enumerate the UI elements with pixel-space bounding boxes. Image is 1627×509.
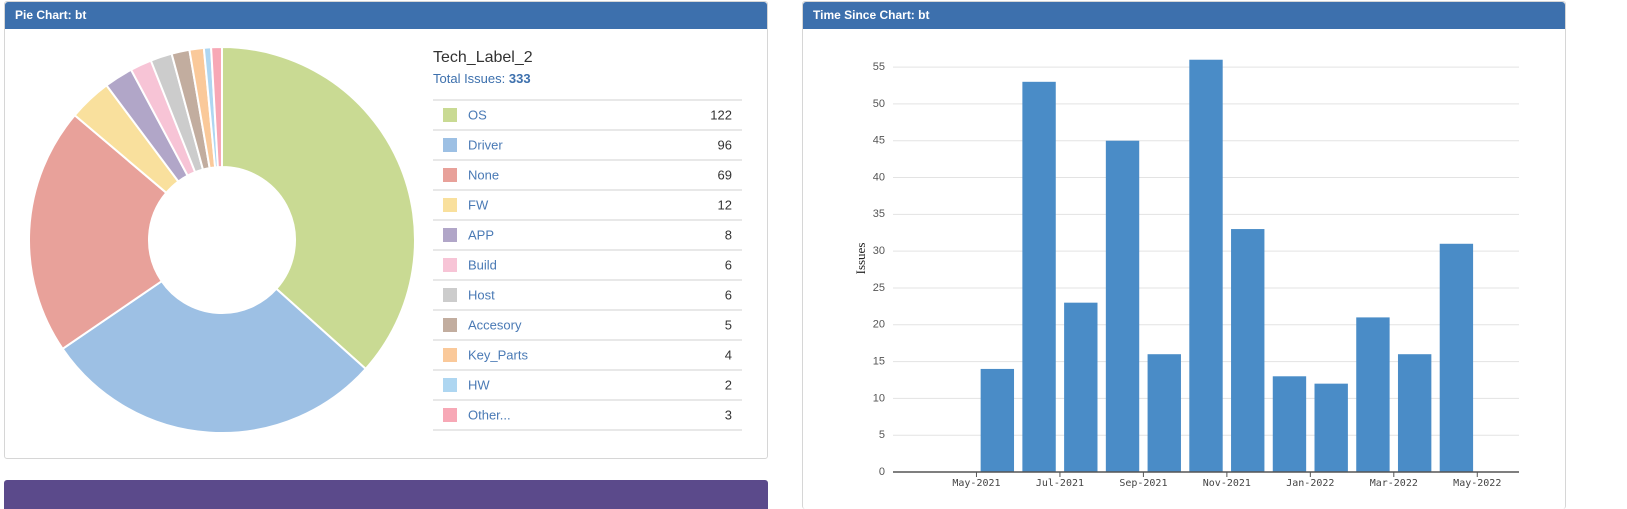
collapsed-panel-header <box>4 480 768 509</box>
legend-swatch <box>443 378 457 392</box>
legend-value: 8 <box>725 227 732 242</box>
panel-header: Pie Chart: bt <box>5 2 767 29</box>
legend-swatch <box>443 198 457 212</box>
total-label-text: Total Issues: <box>433 71 505 86</box>
legend-value: 122 <box>710 107 732 122</box>
legend-label: APP <box>468 227 494 242</box>
total-label: Total Issues: 333 <box>433 71 531 86</box>
pie-chart: Tech_Label_2 Total Issues: 333 OS 122Driv… <box>28 45 742 434</box>
legend-label: HW <box>468 377 490 392</box>
legend-value: 96 <box>718 137 732 152</box>
legend-value: 4 <box>725 347 732 362</box>
legend-swatch <box>443 258 457 272</box>
legend-swatch <box>443 348 457 362</box>
legend-swatch <box>443 168 457 182</box>
legend-value: 6 <box>725 257 732 272</box>
pie-slice <box>28 113 168 351</box>
bar-panel: Time Since Chart: bt <box>802 1 1566 509</box>
legend-label: Host <box>468 287 495 302</box>
legend-swatch <box>443 408 457 422</box>
legend-swatch <box>443 108 457 122</box>
legend-value: 6 <box>725 287 732 302</box>
legend-label: None <box>468 167 499 182</box>
legend-value: 69 <box>718 167 732 182</box>
pie-slice <box>221 45 416 371</box>
legend-swatch <box>443 228 457 242</box>
legend-label: FW <box>468 197 489 212</box>
legend-value: 12 <box>718 197 732 212</box>
legend-label: Other... <box>468 407 511 422</box>
pie-slice <box>210 45 223 169</box>
legend-value: 5 <box>725 317 732 332</box>
pie-slice <box>61 279 368 434</box>
legend-swatch <box>443 138 457 152</box>
legend-label: Accesory <box>468 317 522 332</box>
legend-label: Key_Parts <box>468 347 528 362</box>
legend-label: OS <box>468 107 487 122</box>
legend-value: 3 <box>725 407 732 422</box>
legend-swatch <box>443 318 457 332</box>
legend-label: Build <box>468 257 497 272</box>
pie-title: Tech_Label_2 <box>433 49 533 66</box>
legend-value: 2 <box>725 377 732 392</box>
legend-swatch <box>443 288 457 302</box>
panel-header: Time Since Chart: bt <box>803 2 1565 29</box>
legend-label: Driver <box>468 137 503 152</box>
total-value: 333 <box>509 71 531 86</box>
